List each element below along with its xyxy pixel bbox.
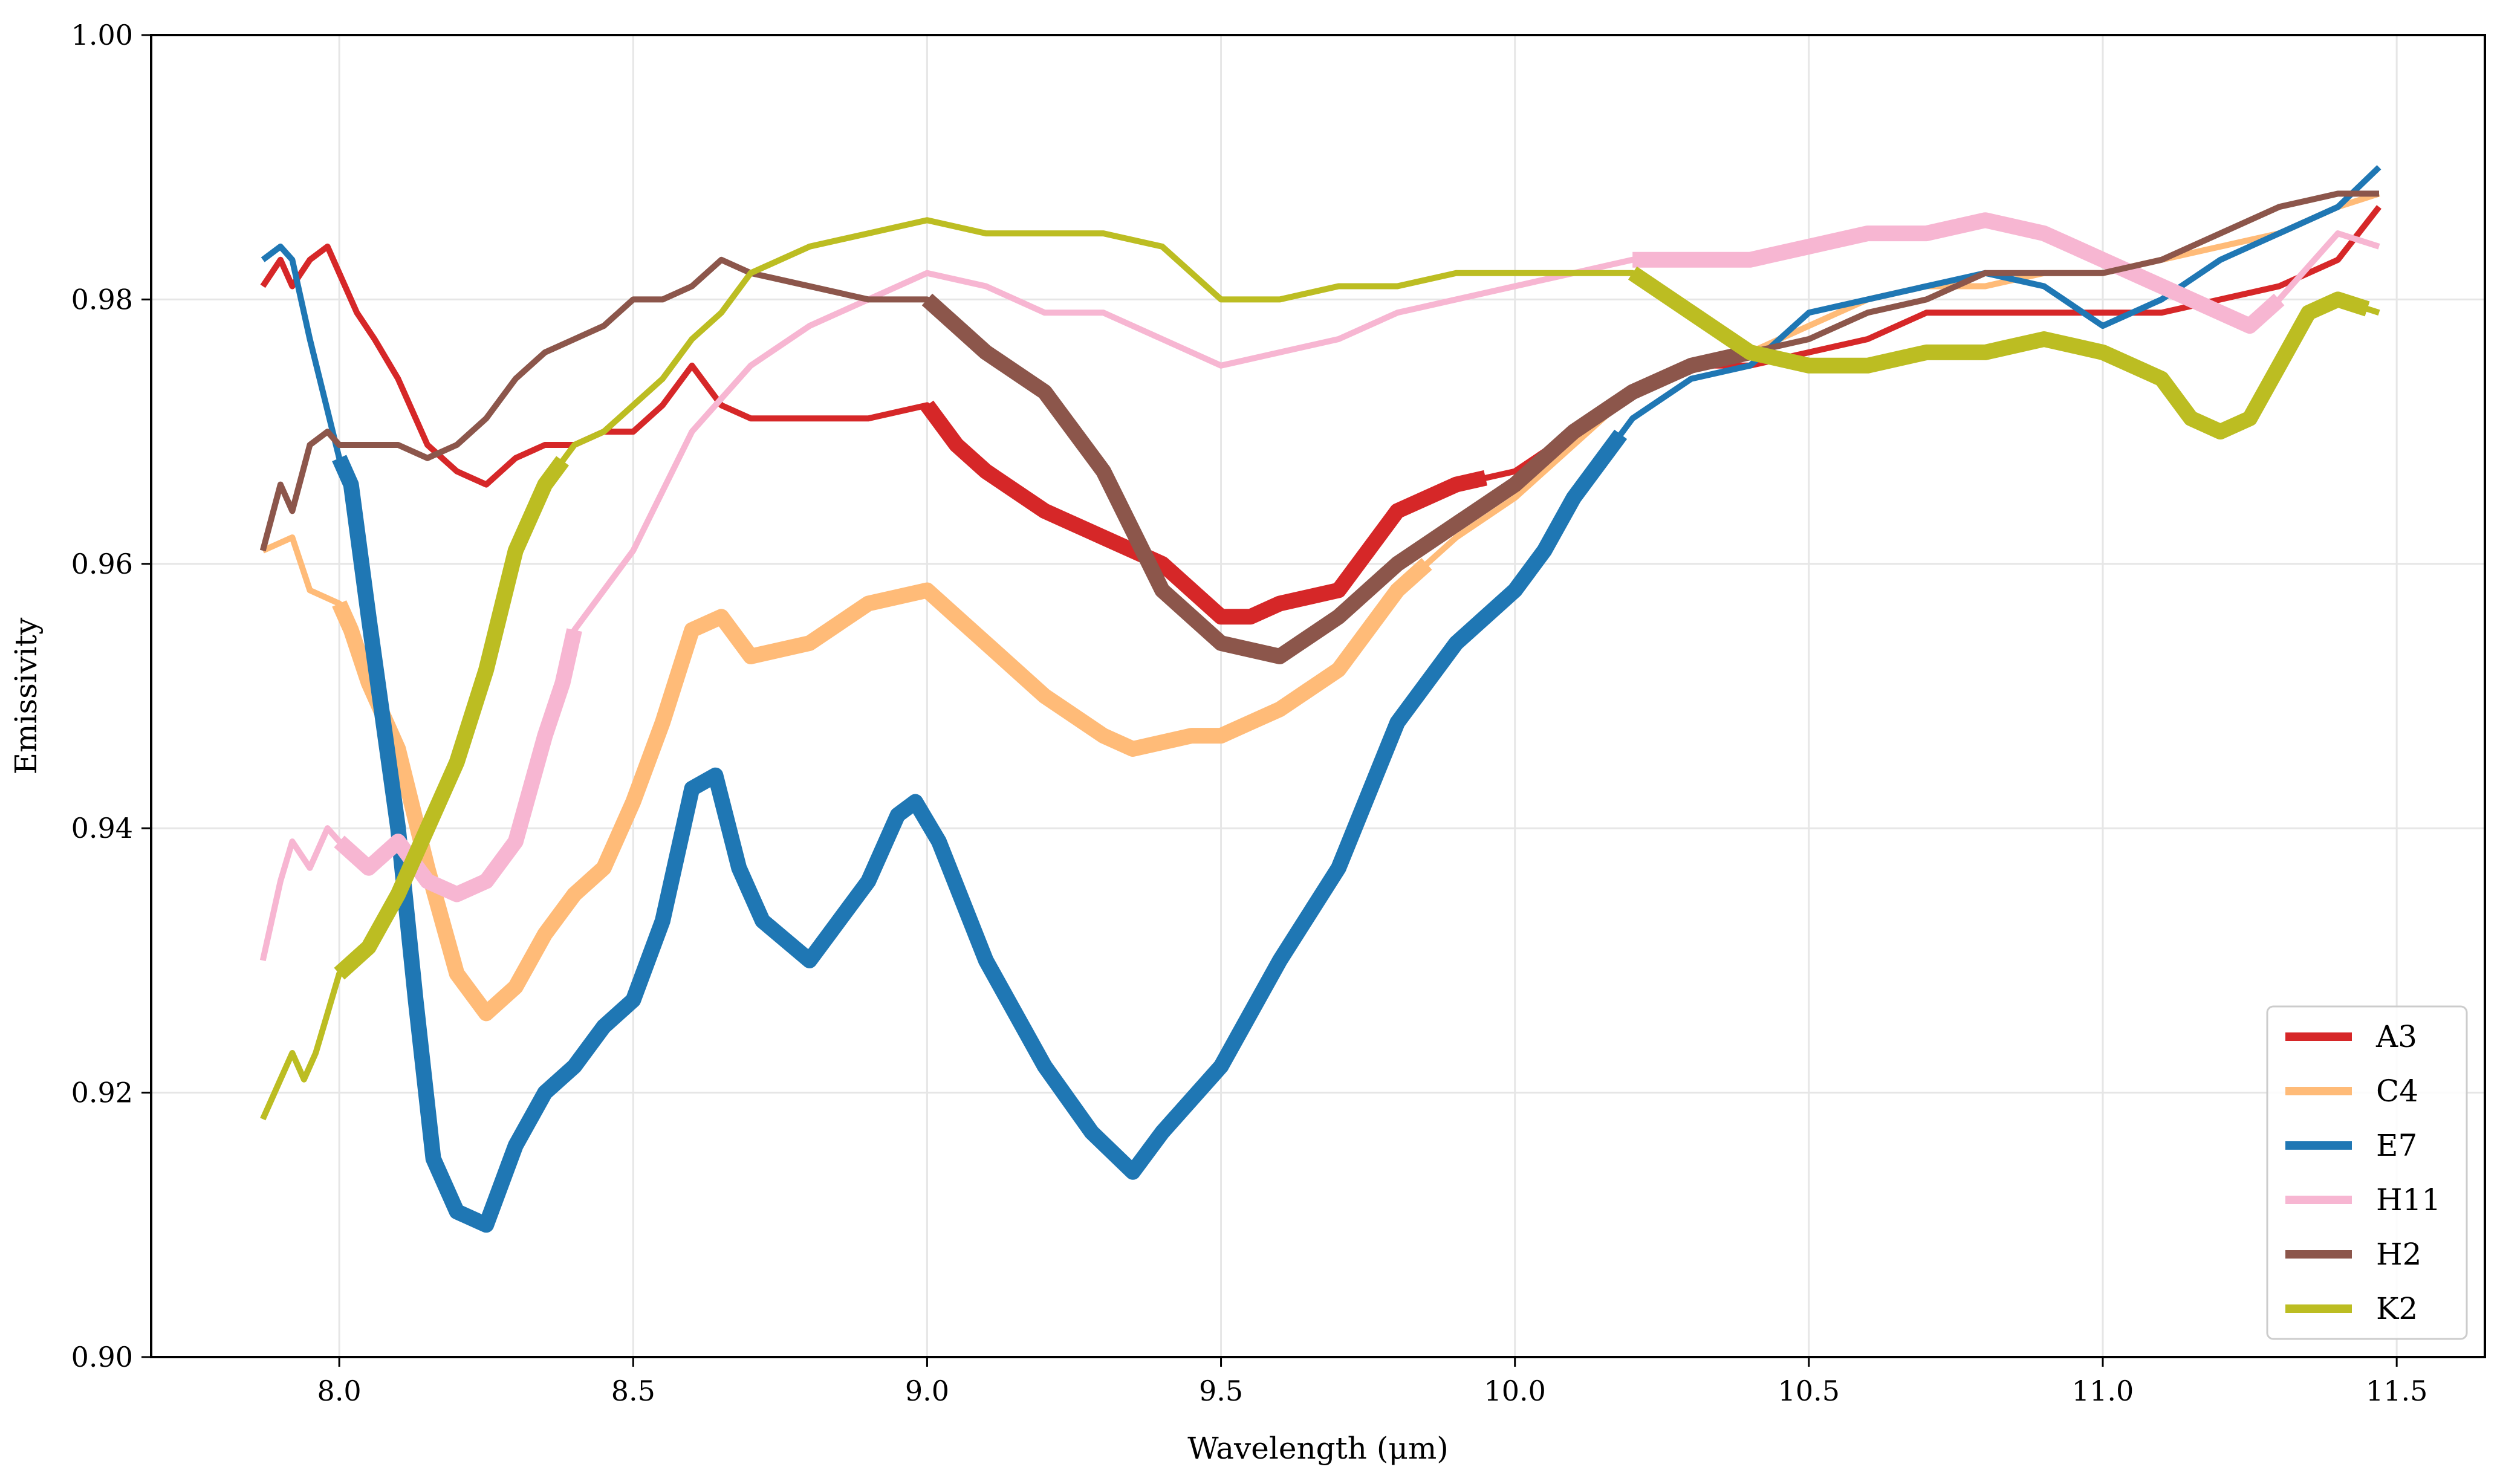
- y-tick-label: 0.92: [71, 1077, 133, 1109]
- y-tick-label: 0.96: [71, 548, 133, 580]
- legend-box: [2266, 1005, 2468, 1340]
- legend-label-h2: H2: [2376, 1237, 2421, 1272]
- legend-label-c4: C4: [2376, 1074, 2418, 1109]
- x-tick-label: 10.5: [1778, 1375, 1840, 1407]
- series-layer: [259, 165, 2381, 1233]
- legend-label-a3: A3: [2375, 1019, 2417, 1054]
- x-tick-label: 8.5: [611, 1375, 655, 1407]
- legend-label-e7: E7: [2376, 1128, 2417, 1163]
- legend: A3 C4 E7 H11 H2 K2: [2266, 1005, 2468, 1340]
- y-axis-label: Emissivity: [8, 617, 44, 775]
- legend-label-k2: K2: [2376, 1291, 2418, 1326]
- y-tick-label: 0.98: [71, 283, 133, 316]
- x-tick-label: 10.0: [1484, 1375, 1546, 1407]
- x-tick-label: 9.5: [1199, 1375, 1243, 1407]
- series-a3-highlight: [920, 400, 1487, 625]
- series-c4-highlight: [332, 558, 1432, 1022]
- series-h11-highlight: [334, 628, 582, 902]
- series-e7-highlight: [332, 429, 1628, 1233]
- series-k2-highlight: [334, 456, 570, 980]
- x-tick-label: 8.0: [317, 1375, 362, 1407]
- y-tick-label: 1.00: [71, 19, 133, 51]
- series-k2-highlight: [1628, 266, 2370, 440]
- legend-label-h11: H11: [2376, 1182, 2441, 1217]
- grid-layer: [151, 34, 2485, 1358]
- tick-layer: 8.0 8.5 9.0 9.5 10.0 10.5 11.0 11.5 0.90 0.92 0.94…: [71, 19, 2428, 1407]
- x-axis-label: Wavelength (μm): [1187, 1431, 1449, 1466]
- x-tick-label: 11.0: [2072, 1375, 2134, 1407]
- series-k2-line: [260, 217, 2380, 1121]
- series-h2-highlight: [921, 293, 1752, 664]
- x-tick-label: 11.5: [2366, 1375, 2427, 1407]
- y-tick-label: 0.94: [71, 812, 133, 844]
- series-a3-line: [260, 205, 2381, 620]
- series-h11-highlight: [1632, 212, 2285, 334]
- plot-frame: [150, 34, 2486, 1358]
- y-tick-label: 0.90: [71, 1341, 133, 1373]
- x-tick-label: 9.0: [905, 1375, 949, 1407]
